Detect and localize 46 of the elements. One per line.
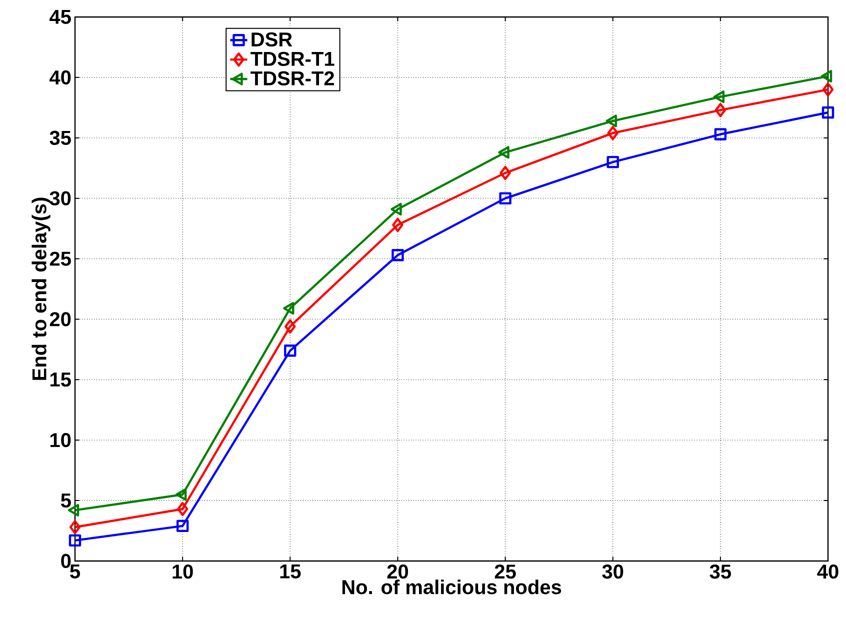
point (175, 488, 187, 501)
x-tick-label: 30 (602, 564, 624, 579)
point (606, 114, 617, 128)
x-tick-label: 15 (280, 564, 301, 578)
y-tick-label: 0 (61, 554, 71, 568)
y-tick-label: 15 (50, 372, 71, 387)
point (392, 249, 404, 262)
point (500, 166, 511, 180)
point (822, 82, 834, 97)
legend-label: TDSR-T1 (250, 52, 334, 66)
legend-label: TDSR-T2 (250, 71, 334, 86)
y-tick-label: 20 (50, 312, 71, 326)
point (283, 302, 294, 315)
x-tick-label: 10 (172, 564, 193, 579)
point (714, 128, 727, 140)
point (176, 502, 188, 516)
y-tick-label: 40 (50, 70, 71, 85)
x-tick-label: 25 (494, 564, 516, 579)
point (390, 202, 402, 216)
point (68, 534, 82, 547)
point (176, 520, 189, 532)
x-tick-label: 35 (710, 564, 731, 579)
x-tick-label: 40 (817, 564, 838, 579)
point (392, 218, 404, 232)
y-axis-title: End to end delay(s) (32, 198, 50, 380)
point (606, 156, 619, 168)
legend-label: DSR (252, 32, 292, 47)
x-tick-label: 20 (387, 564, 408, 579)
y-tick-label: 35 (50, 130, 71, 145)
point (607, 126, 618, 140)
y-tick-label: 25 (50, 252, 71, 266)
x-axis-title: No. of malicious nodes (342, 580, 562, 594)
y-tick-label: 45 (50, 10, 71, 24)
point (822, 106, 834, 119)
y-tick-label: 30 (50, 191, 71, 206)
point (820, 70, 832, 83)
point (284, 319, 296, 334)
x-tick-label: 5 (70, 564, 80, 578)
point (714, 102, 726, 118)
point (69, 520, 81, 534)
point (498, 146, 510, 159)
point (499, 192, 512, 204)
y-tick-label: 5 (60, 494, 71, 508)
point (713, 90, 725, 104)
point (284, 344, 296, 357)
y-tick-label: 10 (50, 433, 71, 448)
